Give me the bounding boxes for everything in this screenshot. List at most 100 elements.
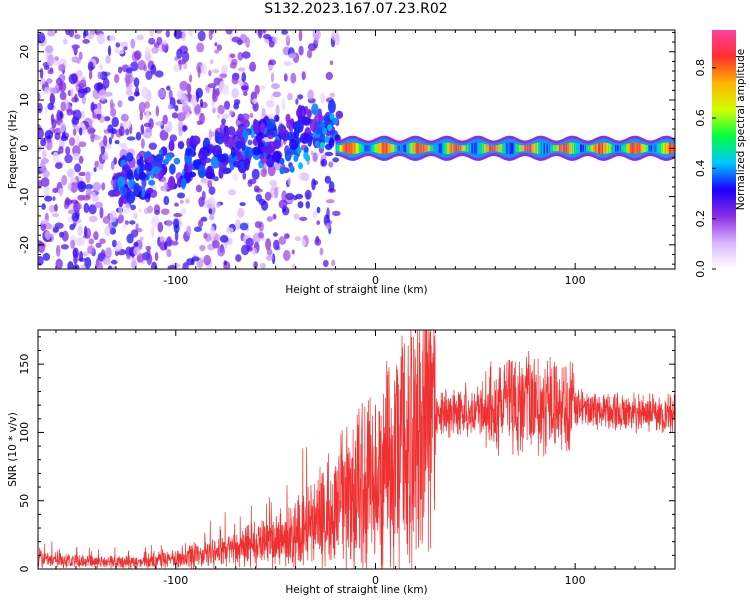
band-segment (651, 145, 653, 152)
drift-blob (133, 182, 140, 195)
noise-blob (319, 247, 324, 256)
noise-blob (285, 192, 295, 201)
band-segment (568, 142, 570, 154)
noise-blob (190, 258, 195, 266)
noise-blob (55, 258, 63, 269)
band-segment (506, 142, 508, 154)
noise-blob (299, 216, 308, 221)
noise-blob (271, 83, 280, 90)
band-segment (626, 144, 628, 153)
band-segment (380, 142, 382, 154)
noise-blob (257, 30, 263, 39)
noise-blob (114, 140, 120, 145)
noise-blob (217, 104, 225, 115)
noise-blob (93, 167, 97, 173)
band-segment (534, 143, 536, 154)
band-segment (444, 142, 446, 154)
band-segment (657, 144, 659, 153)
noise-blob (163, 195, 170, 206)
colorbar-tick-label: 0.6 (694, 109, 707, 127)
noise-blob (77, 225, 83, 237)
band-segment (556, 145, 558, 152)
noise-blob (225, 30, 233, 35)
noise-blob (301, 71, 306, 81)
band-segment (460, 145, 462, 152)
drift-blob (212, 144, 222, 158)
noise-blob (77, 86, 85, 99)
noise-blob (253, 261, 258, 269)
drift-blob (229, 157, 236, 171)
band-segment (424, 144, 426, 153)
band-segment (418, 142, 420, 154)
noise-blob (111, 239, 117, 248)
noise-blob (38, 241, 46, 254)
noise-blob (41, 203, 46, 210)
noise-blob (52, 213, 60, 218)
drift-peak (279, 167, 285, 175)
band-segment (485, 144, 487, 153)
noise-blob (87, 61, 94, 72)
band-segment (422, 143, 424, 153)
band-segment (397, 145, 399, 152)
noise-blob (69, 137, 75, 147)
band-segment (465, 145, 467, 152)
noise-blob (267, 64, 274, 70)
noise-blob (228, 189, 236, 196)
noise-blob (107, 45, 112, 57)
noise-blob (174, 202, 179, 207)
noise-blob (214, 234, 221, 242)
noise-blob (237, 207, 245, 218)
noise-blob (42, 252, 51, 261)
band-segment (516, 143, 518, 153)
noise-blob (93, 82, 103, 91)
drift-blob (176, 177, 183, 188)
drift-blob (146, 155, 154, 164)
noise-blob (243, 91, 248, 97)
band-segment (529, 144, 531, 152)
band-segment (633, 142, 635, 154)
band-segment (348, 142, 350, 154)
band-segment (388, 143, 390, 154)
band-segment (515, 143, 517, 154)
noise-blob (291, 249, 295, 255)
noise-blob (43, 86, 50, 95)
band-segment (412, 142, 414, 154)
band-segment (362, 144, 364, 152)
noise-blob (284, 233, 290, 239)
band-segment (574, 142, 576, 154)
noise-blob (38, 255, 44, 266)
band-segment (514, 143, 516, 154)
spectrogram-y-tick-label: -20 (18, 236, 31, 254)
noise-blob (211, 229, 215, 241)
band-segment (615, 145, 617, 152)
spectrogram-y-tick-label: 10 (18, 93, 31, 107)
drift-peak (314, 140, 320, 148)
drift-blob (190, 135, 201, 146)
noise-blob (301, 172, 310, 182)
noise-blob (88, 204, 97, 215)
band-segment (493, 145, 495, 152)
noise-blob (54, 132, 61, 141)
drift-blob (314, 114, 324, 122)
snr-frame (37, 329, 676, 570)
noise-blob (68, 73, 78, 85)
noise-blob (103, 116, 111, 122)
band-segment (475, 142, 477, 154)
noise-blob (135, 131, 142, 141)
band-segment (507, 142, 509, 155)
band-segment (366, 145, 368, 152)
noise-blob (181, 102, 189, 113)
snr-y-tick-label: 100 (18, 422, 31, 443)
noise-blob (38, 124, 42, 135)
band-segment (350, 142, 352, 155)
noise-blob (146, 253, 153, 266)
band-segment (649, 145, 651, 152)
noise-blob (93, 135, 101, 141)
noise-blob (133, 241, 139, 248)
noise-blob (237, 51, 244, 61)
noise-blob (88, 238, 95, 245)
noise-blob (304, 189, 312, 200)
band-segment (656, 144, 658, 153)
noise-blob (186, 225, 192, 237)
band-segment (505, 142, 507, 154)
